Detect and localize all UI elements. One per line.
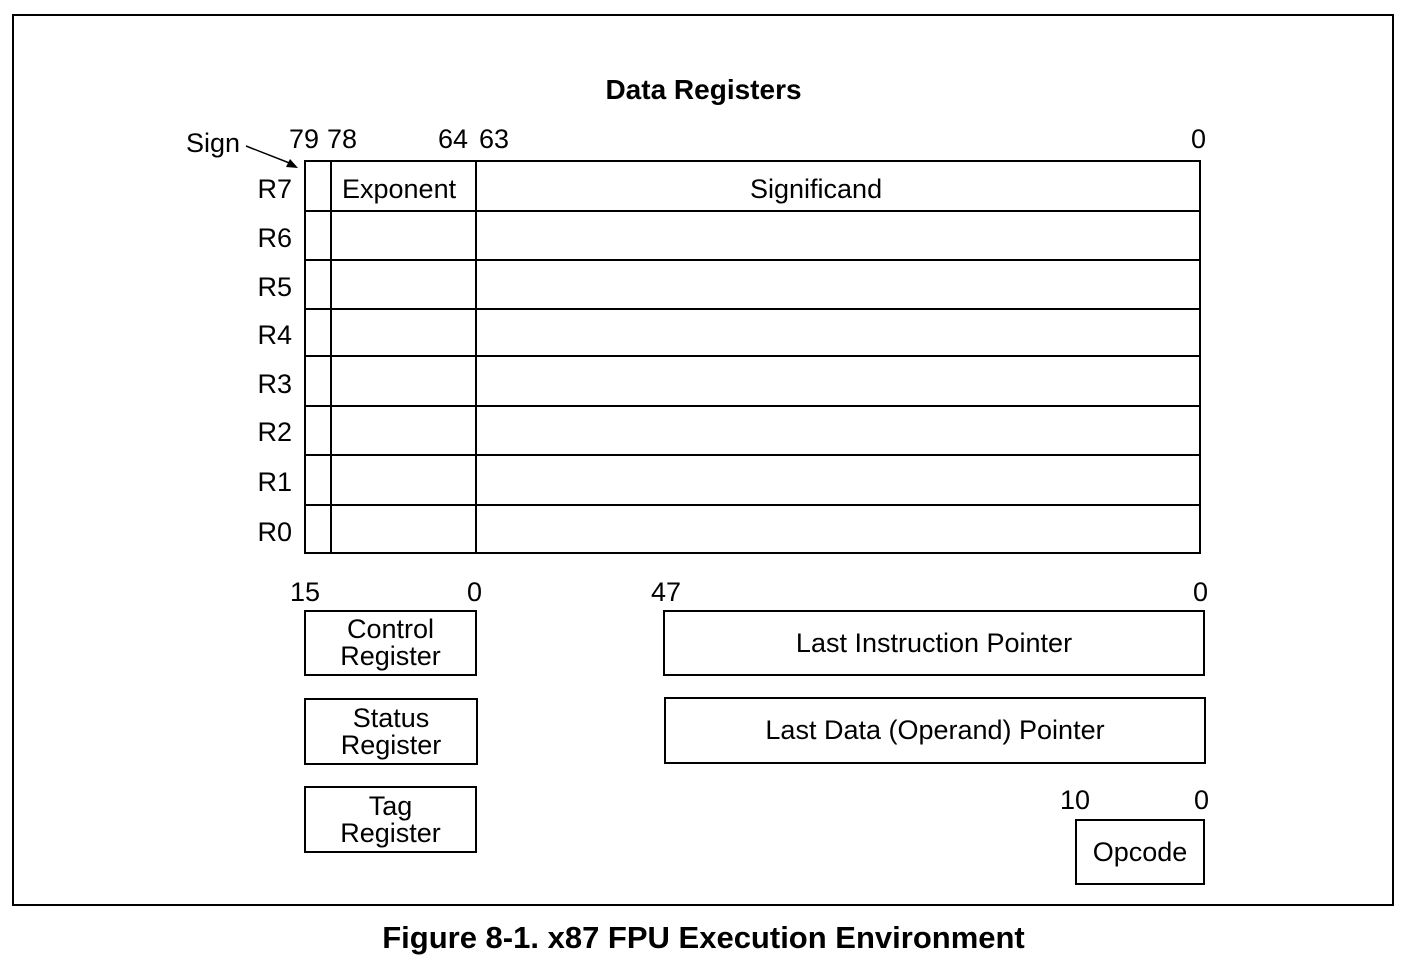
row-divider — [306, 405, 1199, 407]
significand-field-label: Significand — [750, 174, 883, 204]
row-divider — [306, 504, 1199, 506]
bit-0: 0 — [1191, 124, 1207, 154]
control-register-line1: Control — [346, 614, 435, 644]
status-register-line1: Status — [352, 702, 430, 733]
bit-64: 64 — [438, 124, 469, 154]
bit-79: 79 — [289, 124, 320, 154]
ctrl-bit-15: 15 — [290, 577, 321, 607]
register-label-r3: R3 — [257, 369, 292, 399]
register-label-r6: R6 — [257, 223, 292, 253]
register-label-r5: R5 — [257, 272, 292, 302]
status-register-line2: Register — [340, 729, 442, 760]
ptr-bit-0: 0 — [1193, 577, 1209, 607]
control-register: Control Register — [304, 610, 477, 676]
tag-register-line2: Register — [340, 817, 441, 848]
control-register-line2: Register — [340, 641, 441, 671]
register-label-r2: R2 — [257, 417, 292, 447]
status-register: Status Register — [304, 698, 478, 765]
diagram-title: Data Registers — [605, 74, 802, 105]
register-label-r0: R0 — [257, 517, 292, 547]
register-label-r1: R1 — [257, 467, 292, 497]
last-data-pointer-label: Last Data (Operand) Pointer — [765, 715, 1105, 745]
row-divider — [306, 454, 1199, 456]
tag-register: Tag Register — [304, 786, 477, 853]
figure-frame — [12, 14, 1394, 906]
last-data-pointer: Last Data (Operand) Pointer — [664, 697, 1206, 764]
last-instruction-pointer: Last Instruction Pointer — [663, 610, 1205, 676]
sign-arrow-icon — [245, 145, 298, 168]
row-divider — [306, 355, 1199, 357]
ctrl-bit-0: 0 — [467, 577, 483, 607]
sign-label: Sign — [186, 128, 241, 158]
sign-column-divider — [330, 162, 332, 552]
ptr-bit-47: 47 — [651, 577, 682, 607]
row-divider — [306, 210, 1199, 212]
bit-63: 63 — [479, 124, 510, 154]
opcode-bit-0: 0 — [1194, 785, 1210, 815]
exponent-column-divider — [475, 162, 477, 552]
data-register-stack: Exponent Significand — [304, 160, 1201, 554]
register-label-r7: R7 — [257, 174, 292, 204]
opcode-bit-10: 10 — [1060, 785, 1091, 815]
exponent-field-label: Exponent — [342, 174, 457, 204]
row-divider — [306, 259, 1199, 261]
row-divider — [306, 308, 1199, 310]
register-label-r4: R4 — [257, 320, 292, 350]
opcode-register: Opcode — [1075, 819, 1205, 885]
bit-78: 78 — [327, 124, 358, 154]
tag-register-line1: Tag — [368, 790, 413, 821]
last-instruction-pointer-label: Last Instruction Pointer — [795, 627, 1073, 658]
figure-caption: Figure 8-1. x87 FPU Execution Environmen… — [382, 920, 1025, 955]
opcode-label: Opcode — [1092, 836, 1188, 867]
